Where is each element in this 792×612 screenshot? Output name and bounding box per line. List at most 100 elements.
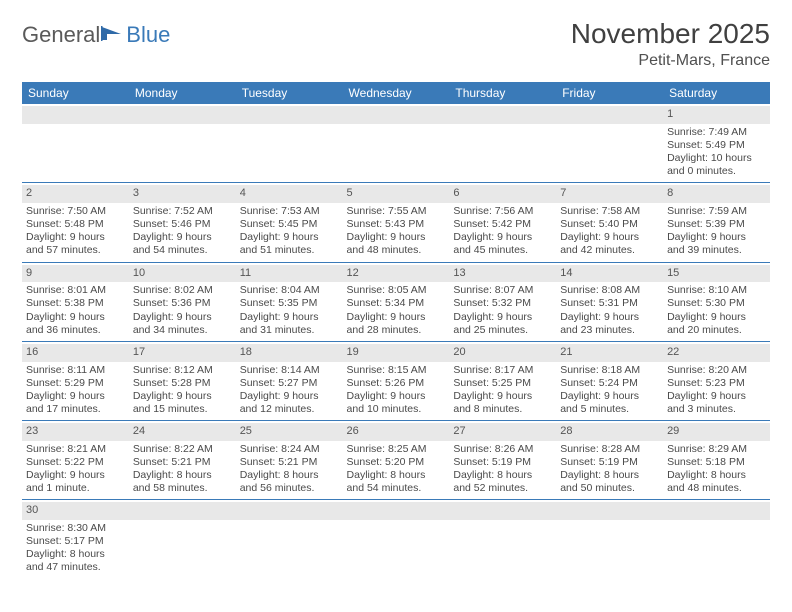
- cell-text: and 0 minutes.: [667, 165, 766, 178]
- day-number: 25: [236, 423, 343, 441]
- weekday-header-row: Sunday Monday Tuesday Wednesday Thursday…: [22, 82, 770, 104]
- cell-text: Sunrise: 7:50 AM: [26, 205, 125, 218]
- cell-text: Sunrise: 7:56 AM: [453, 205, 552, 218]
- calendar-cell: 10Sunrise: 8:02 AMSunset: 5:36 PMDayligh…: [129, 262, 236, 341]
- header: General Blue November 2025 Petit-Mars, F…: [22, 18, 770, 70]
- cell-text: and 51 minutes.: [240, 244, 339, 257]
- weekday-header: Tuesday: [236, 82, 343, 104]
- logo-flag-icon: [101, 25, 123, 46]
- cell-text: Sunset: 5:46 PM: [133, 218, 232, 231]
- cell-text: Daylight: 9 hours: [26, 469, 125, 482]
- day-number: 21: [556, 344, 663, 362]
- calendar-cell: 23Sunrise: 8:21 AMSunset: 5:22 PMDayligh…: [22, 421, 129, 500]
- cell-text: Daylight: 8 hours: [667, 469, 766, 482]
- cell-text: Sunrise: 8:05 AM: [347, 284, 446, 297]
- day-number: 27: [449, 423, 556, 441]
- day-number: 1: [663, 106, 770, 124]
- cell-text: Daylight: 8 hours: [240, 469, 339, 482]
- day-number: 12: [343, 265, 450, 283]
- cell-text: Sunset: 5:48 PM: [26, 218, 125, 231]
- calendar-cell: 21Sunrise: 8:18 AMSunset: 5:24 PMDayligh…: [556, 341, 663, 420]
- cell-text: Sunset: 5:24 PM: [560, 377, 659, 390]
- cell-text: Sunrise: 8:26 AM: [453, 443, 552, 456]
- day-number: 17: [129, 344, 236, 362]
- cell-text: and 31 minutes.: [240, 324, 339, 337]
- calendar-cell: 2Sunrise: 7:50 AMSunset: 5:48 PMDaylight…: [22, 183, 129, 262]
- logo: General Blue: [22, 22, 170, 48]
- cell-text: Sunrise: 7:59 AM: [667, 205, 766, 218]
- cell-text: and 23 minutes.: [560, 324, 659, 337]
- cell-text: Sunrise: 8:20 AM: [667, 364, 766, 377]
- cell-text: Sunset: 5:32 PM: [453, 297, 552, 310]
- calendar-row: 2Sunrise: 7:50 AMSunset: 5:48 PMDaylight…: [22, 183, 770, 262]
- cell-text: Daylight: 9 hours: [560, 231, 659, 244]
- cell-text: and 48 minutes.: [667, 482, 766, 495]
- day-number: 4: [236, 185, 343, 203]
- day-number: 14: [556, 265, 663, 283]
- day-number: 26: [343, 423, 450, 441]
- cell-text: Daylight: 8 hours: [133, 469, 232, 482]
- calendar-cell: 13Sunrise: 8:07 AMSunset: 5:32 PMDayligh…: [449, 262, 556, 341]
- cell-text: and 52 minutes.: [453, 482, 552, 495]
- calendar-cell: 20Sunrise: 8:17 AMSunset: 5:25 PMDayligh…: [449, 341, 556, 420]
- day-number: 24: [129, 423, 236, 441]
- calendar-cell: [343, 500, 450, 579]
- cell-text: and 10 minutes.: [347, 403, 446, 416]
- cell-text: Daylight: 9 hours: [133, 231, 232, 244]
- cell-text: and 58 minutes.: [133, 482, 232, 495]
- day-number: 18: [236, 344, 343, 362]
- calendar-cell: [449, 500, 556, 579]
- cell-text: and 15 minutes.: [133, 403, 232, 416]
- day-number: 20: [449, 344, 556, 362]
- day-number: 23: [22, 423, 129, 441]
- cell-text: Sunrise: 8:12 AM: [133, 364, 232, 377]
- cell-text: Sunrise: 8:17 AM: [453, 364, 552, 377]
- cell-text: and 54 minutes.: [347, 482, 446, 495]
- calendar-cell: 30Sunrise: 8:30 AMSunset: 5:17 PMDayligh…: [22, 500, 129, 579]
- cell-text: and 28 minutes.: [347, 324, 446, 337]
- cell-text: and 5 minutes.: [560, 403, 659, 416]
- day-number-empty: [343, 106, 450, 124]
- calendar-row: 1Sunrise: 7:49 AMSunset: 5:49 PMDaylight…: [22, 104, 770, 183]
- calendar-row: 30Sunrise: 8:30 AMSunset: 5:17 PMDayligh…: [22, 500, 770, 579]
- cell-text: and 42 minutes.: [560, 244, 659, 257]
- calendar-cell: 22Sunrise: 8:20 AMSunset: 5:23 PMDayligh…: [663, 341, 770, 420]
- cell-text: Sunrise: 8:28 AM: [560, 443, 659, 456]
- day-number-empty: [129, 502, 236, 520]
- day-number: 6: [449, 185, 556, 203]
- cell-text: Sunset: 5:17 PM: [26, 535, 125, 548]
- cell-text: Daylight: 8 hours: [453, 469, 552, 482]
- cell-text: Daylight: 8 hours: [347, 469, 446, 482]
- cell-text: Sunrise: 7:58 AM: [560, 205, 659, 218]
- calendar-cell: 27Sunrise: 8:26 AMSunset: 5:19 PMDayligh…: [449, 421, 556, 500]
- cell-text: Sunset: 5:40 PM: [560, 218, 659, 231]
- day-number-empty: [343, 502, 450, 520]
- cell-text: Sunset: 5:18 PM: [667, 456, 766, 469]
- cell-text: Sunset: 5:43 PM: [347, 218, 446, 231]
- cell-text: Sunset: 5:45 PM: [240, 218, 339, 231]
- calendar-cell: [449, 104, 556, 183]
- cell-text: and 50 minutes.: [560, 482, 659, 495]
- cell-text: Sunset: 5:25 PM: [453, 377, 552, 390]
- cell-text: Sunset: 5:26 PM: [347, 377, 446, 390]
- logo-text-blue: Blue: [126, 22, 170, 48]
- day-number: 29: [663, 423, 770, 441]
- cell-text: Sunrise: 8:21 AM: [26, 443, 125, 456]
- day-number-empty: [663, 502, 770, 520]
- cell-text: Daylight: 9 hours: [240, 231, 339, 244]
- cell-text: Daylight: 9 hours: [133, 390, 232, 403]
- day-number: 19: [343, 344, 450, 362]
- day-number-empty: [22, 106, 129, 124]
- cell-text: Sunrise: 7:52 AM: [133, 205, 232, 218]
- calendar-row: 23Sunrise: 8:21 AMSunset: 5:22 PMDayligh…: [22, 421, 770, 500]
- cell-text: Daylight: 10 hours: [667, 152, 766, 165]
- logo-text-general: General: [22, 22, 100, 48]
- day-number-empty: [449, 106, 556, 124]
- weekday-header: Friday: [556, 82, 663, 104]
- day-number: 13: [449, 265, 556, 283]
- cell-text: and 36 minutes.: [26, 324, 125, 337]
- cell-text: Sunrise: 8:24 AM: [240, 443, 339, 456]
- calendar-table: Sunday Monday Tuesday Wednesday Thursday…: [22, 82, 770, 579]
- day-number: 22: [663, 344, 770, 362]
- cell-text: Sunrise: 8:11 AM: [26, 364, 125, 377]
